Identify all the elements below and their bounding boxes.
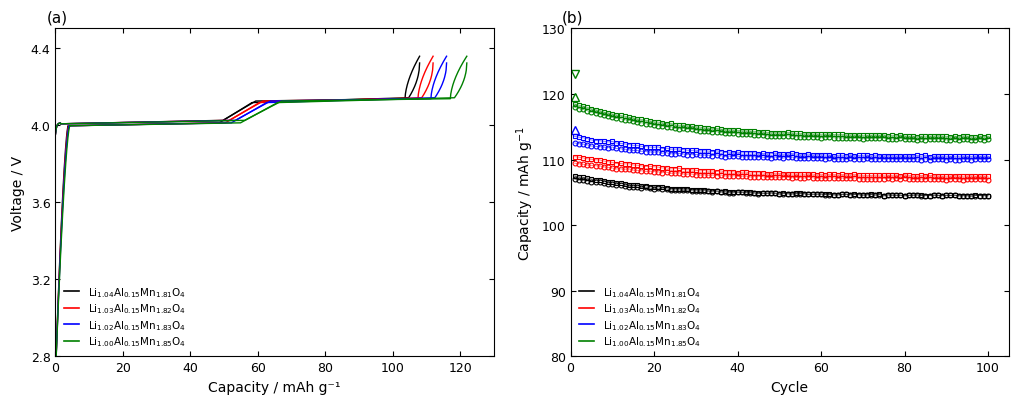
Legend: Li$_{1.04}$Al$_{0.15}$Mn$_{1.81}$O$_4$, Li$_{1.03}$Al$_{0.15}$Mn$_{1.82}$O$_4$, : Li$_{1.04}$Al$_{0.15}$Mn$_{1.81}$O$_4$, … (575, 282, 703, 352)
Legend: Li$_{1.04}$Al$_{0.15}$Mn$_{1.81}$O$_4$, Li$_{1.03}$Al$_{0.15}$Mn$_{1.82}$O$_4$, : Li$_{1.04}$Al$_{0.15}$Mn$_{1.81}$O$_4$, … (60, 282, 189, 352)
X-axis label: Capacity / mAh g⁻¹: Capacity / mAh g⁻¹ (208, 380, 340, 394)
X-axis label: Cycle: Cycle (770, 380, 808, 394)
Y-axis label: Voltage / V: Voltage / V (11, 156, 25, 230)
Text: (a): (a) (47, 11, 67, 26)
Text: (b): (b) (561, 11, 583, 26)
Y-axis label: Capacity / mAh g$^{-1}$: Capacity / mAh g$^{-1}$ (515, 126, 536, 260)
